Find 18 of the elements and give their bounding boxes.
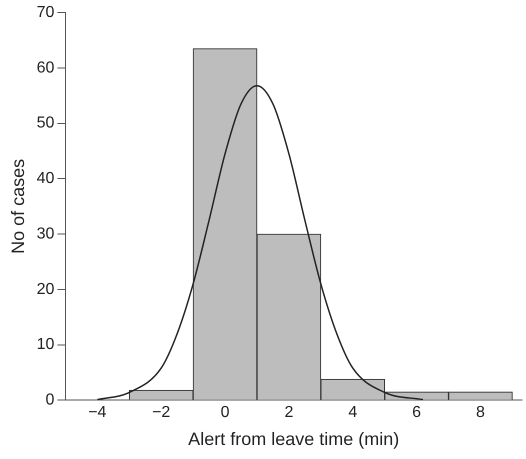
y-tick-label: 20 xyxy=(36,280,54,298)
x-tick-label: −2 xyxy=(152,404,170,422)
y-tick-label: 40 xyxy=(36,170,54,188)
y-tick-label: 60 xyxy=(36,59,54,76)
x-tick-label: 0 xyxy=(220,404,230,422)
y-tick-label: 0 xyxy=(45,392,54,409)
line-series xyxy=(96,84,424,400)
x-axis-title: Alert from leave time (min) xyxy=(188,429,400,450)
x-tick-label: 8 xyxy=(476,404,486,422)
y-axis-title: No of cases xyxy=(8,158,28,254)
x-tick-label: −4 xyxy=(88,404,107,422)
y-tick-label: 70 xyxy=(36,4,54,22)
y-tick-label: 10 xyxy=(36,336,54,354)
y-tick-label: 30 xyxy=(36,225,54,242)
x-tick-label: 6 xyxy=(412,404,422,422)
x-tick-label: 4 xyxy=(348,404,358,422)
y-tick-label: 50 xyxy=(36,114,54,132)
x-tick-label: 2 xyxy=(284,404,294,422)
